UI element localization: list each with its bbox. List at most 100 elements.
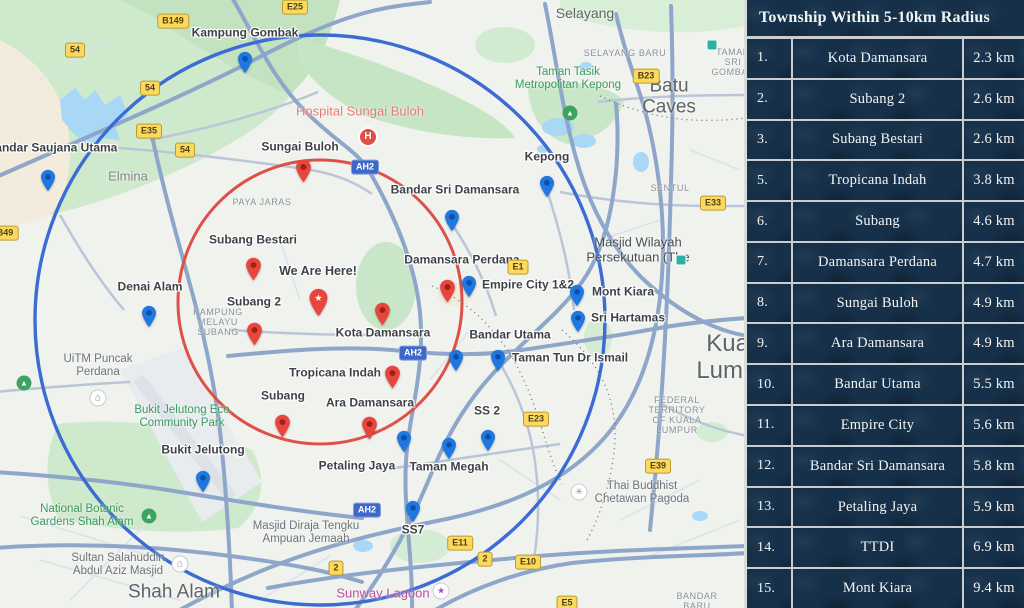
township-panel: Township Within 5-10km Radius 1. Kota Dam… <box>744 0 1024 608</box>
rank-cell: 7. <box>747 242 791 282</box>
map-label-ss7: SS7 <box>401 522 425 537</box>
green-area <box>390 529 450 563</box>
distance-cell: 5.8 km <box>964 446 1024 486</box>
map-pin-petaling-jaya[interactable] <box>396 430 412 453</box>
rank-cell: 12. <box>747 446 791 486</box>
map-label-tropicana-indah: Tropicana Indah <box>288 365 382 380</box>
radius-circle-10km <box>33 33 607 607</box>
map-label-hospital-sungai-buloh: Hospital Sungai Buloh <box>296 103 424 119</box>
map-pin-denai-alam[interactable] <box>141 305 157 328</box>
map-pin-taman-megah[interactable] <box>441 437 457 460</box>
distance-cell: 2.3 km <box>964 39 1024 78</box>
map-label-federal-territory-of-kuala-lumpur: FEDERAL TERRITORY OF KUALA LUMPUR <box>648 394 706 436</box>
distance-cell: 9.4 km <box>964 569 1024 608</box>
route-badge-54: 54 <box>139 80 161 96</box>
map-label-denai-alam: Denai Alam <box>117 279 183 294</box>
map-pin-kampung-gombak[interactable] <box>237 51 253 74</box>
rank-cell: 1. <box>747 39 791 78</box>
township-cell: Damansara Perdana <box>793 242 962 282</box>
map-pin-subang-bestari[interactable] <box>245 257 262 281</box>
distance-cell: 4.9 km <box>964 324 1024 364</box>
map-label-we-are-here: We Are Here! <box>279 264 357 278</box>
route-badge-e39: E39 <box>644 458 672 474</box>
route-badge-e1: E1 <box>507 259 529 275</box>
township-cell: Subang <box>793 202 962 241</box>
map-label-selayang: Selayang <box>555 5 615 22</box>
map-pin-damansara-perdana[interactable] <box>439 279 456 303</box>
rank-cell: 15. <box>747 569 791 608</box>
mosque-icon: ⌂ <box>89 389 107 407</box>
map-pin-bandar-utama[interactable] <box>448 349 464 372</box>
route-badge-ah2: AH2 <box>398 345 428 361</box>
map-pin-bandar-saujana-utama[interactable] <box>40 169 56 192</box>
map-label-empire-city-1-2: Empire City 1&2 <box>481 277 575 292</box>
map-label-bukit-jelutong: Bukit Jelutong <box>161 442 245 457</box>
map-label-taman-megah: Taman Megah <box>409 459 489 474</box>
rank-cell: 11. <box>747 406 791 445</box>
map-label-sungai-buloh: Sungai Buloh <box>261 139 339 154</box>
map-label-kampung-melayu-subang: KAMPUNG MELAYU SUBANG <box>193 306 243 338</box>
map-pin-sungai-buloh[interactable] <box>295 159 312 183</box>
map-pin-subang[interactable] <box>274 414 291 438</box>
township-cell: Bandar Utama <box>793 365 962 405</box>
route-badge-e33: E33 <box>699 195 727 211</box>
map-label-taman-sri-gombak: TAMAN SRI GOMBAK <box>711 46 747 78</box>
distance-cell: 4.7 km <box>964 242 1024 282</box>
township-cell: Kota Damansara <box>793 39 962 78</box>
tree-icon: ▲ <box>16 375 32 391</box>
distance-cell: 4.6 km <box>964 202 1024 241</box>
map-label-sri-hartamas: Sri Hartamas <box>590 310 666 325</box>
map-base <box>0 0 747 608</box>
map-canvas[interactable]: Kampung Gombak Bandar Saujana Utama Sungai… <box>0 0 747 608</box>
map-label-ara-damansara: Ara Damansara <box>325 395 415 410</box>
township-cell: Petaling Jaya <box>793 487 962 527</box>
map-pin-ss7[interactable] <box>405 500 421 523</box>
map-pin-tropicana-indah[interactable] <box>384 365 401 389</box>
map-pin-subang-2[interactable] <box>246 322 263 346</box>
map-pin-sri-hartamas[interactable] <box>570 310 586 333</box>
map-pin-kota-damansara[interactable] <box>374 302 391 326</box>
radius-circle-5km <box>176 158 464 446</box>
route-badge-54: 54 <box>174 142 196 158</box>
rank-cell: 10. <box>747 365 791 405</box>
map-overlay: Kampung Gombak Bandar Saujana Utama Sungai… <box>0 0 747 608</box>
township-table: 1. Kota Damansara 2.3 km 2. Subang 2 2.6 km … <box>747 39 1024 608</box>
township-cell: Sungai Buloh <box>793 283 962 323</box>
route-badge-54: 54 <box>64 42 86 58</box>
map-label-mont-kiara: Mont Kiara <box>591 284 655 299</box>
map-pin-ss-2[interactable] <box>480 429 496 452</box>
map-label-subang-bestari: Subang Bestari <box>208 232 298 247</box>
lake <box>572 134 596 148</box>
distance-cell: 3.8 km <box>964 161 1024 201</box>
map-pin-empire-city[interactable] <box>461 275 477 298</box>
distance-cell: 5.5 km <box>964 365 1024 405</box>
we-are-here-pin[interactable]: ★ <box>308 288 329 317</box>
map-label-bandar-saujana-utama: Bandar Saujana Utama <box>0 140 118 155</box>
map-label-sentul: SENTUL <box>650 182 690 193</box>
map-label-petaling-jaya: Petaling Jaya <box>318 458 396 473</box>
map-pin-taman-tun-dr-ismail[interactable] <box>490 349 506 372</box>
map-label-bandar-sri-damansara: Bandar Sri Damansara <box>390 182 520 197</box>
map-label-kota-damansara: Kota Damansara <box>335 325 431 340</box>
rank-cell: 3. <box>747 120 791 160</box>
map-pin-kepong[interactable] <box>539 175 555 198</box>
tree-icon: ▲ <box>141 508 157 524</box>
airport-runway <box>133 374 237 502</box>
township-cell: Subang Bestari <box>793 120 962 160</box>
map-pin-bukit-jelutong[interactable] <box>195 470 211 493</box>
map-label-bukit-jelutong-eco-community-park: Bukit Jelutong Eco Community Park <box>134 404 230 429</box>
green-area <box>560 0 744 33</box>
distance-cell: 4.9 km <box>964 283 1024 323</box>
map-pin-ara-damansara[interactable] <box>361 416 378 440</box>
map-pin-bandar-sri-damansara[interactable] <box>444 209 460 232</box>
lake <box>353 540 373 552</box>
distance-cell: 2.6 km <box>964 79 1024 119</box>
map-label-ss-2: SS 2 <box>473 403 501 418</box>
map-label-taman-tun-dr-ismail: Taman Tun Dr Ismail <box>511 350 629 365</box>
map-label-thai-buddhist-chetawan-pagoda: Thai Buddhist Chetawan Pagoda <box>594 480 690 505</box>
rank-cell: 13. <box>747 487 791 527</box>
route-badge-e23: E23 <box>522 411 550 427</box>
map-pin-mont-kiara[interactable] <box>569 284 585 307</box>
station-icon <box>675 254 687 266</box>
